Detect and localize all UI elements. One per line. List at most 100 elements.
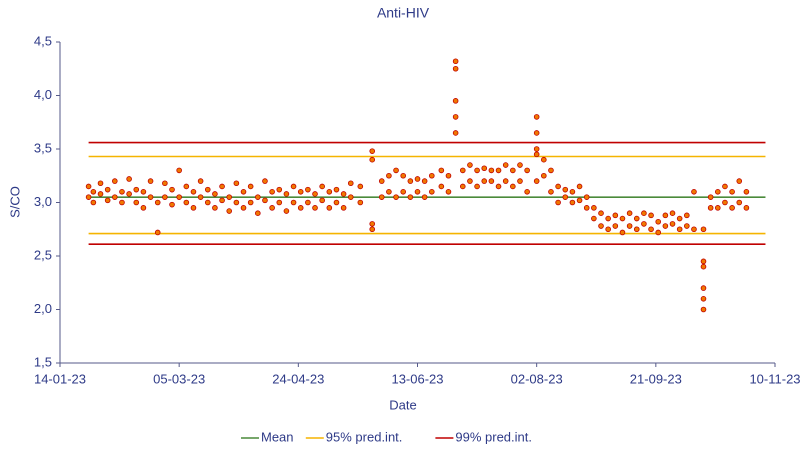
data-point xyxy=(481,165,488,172)
data-point xyxy=(400,172,407,179)
data-point xyxy=(598,210,604,217)
x-tick-label: 02-08-23 xyxy=(511,371,563,386)
data-point xyxy=(276,199,283,206)
data-point xyxy=(700,306,707,313)
data-point xyxy=(169,201,175,208)
data-point xyxy=(269,189,275,195)
data-point xyxy=(400,189,407,195)
data-point xyxy=(548,167,554,174)
data-point xyxy=(204,199,211,206)
data-point xyxy=(722,199,728,206)
data-point xyxy=(676,215,683,222)
data-point xyxy=(333,186,340,193)
data-point xyxy=(133,186,140,193)
data-point xyxy=(445,189,452,195)
data-point xyxy=(421,194,428,200)
data-point xyxy=(510,183,516,190)
data-point xyxy=(481,178,488,184)
data-point xyxy=(743,189,750,195)
data-point xyxy=(247,199,254,206)
data-point xyxy=(541,172,547,179)
legend-label: 95% pred.int. xyxy=(326,429,403,444)
data-point xyxy=(319,197,325,204)
data-point xyxy=(283,208,290,214)
data-point xyxy=(119,189,125,195)
data-point xyxy=(169,186,175,193)
data-point xyxy=(736,199,743,206)
data-point xyxy=(190,205,197,211)
data-point xyxy=(112,194,118,200)
data-point xyxy=(140,189,147,195)
data-point xyxy=(326,205,333,211)
y-tick-label: 4,5 xyxy=(34,33,52,48)
data-point xyxy=(495,183,502,190)
data-point xyxy=(452,98,459,104)
data-point xyxy=(85,194,92,200)
data-point xyxy=(495,167,502,174)
data-point xyxy=(452,114,459,120)
data-point xyxy=(459,183,466,190)
data-point xyxy=(147,194,154,200)
data-point xyxy=(648,226,654,233)
data-point xyxy=(269,205,275,211)
data-point xyxy=(126,191,132,197)
data-point xyxy=(326,189,333,195)
data-point xyxy=(729,205,735,211)
data-point xyxy=(183,183,190,190)
data-point xyxy=(369,148,376,154)
data-point xyxy=(452,130,459,136)
data-point xyxy=(290,199,297,206)
data-point xyxy=(414,189,421,195)
data-point xyxy=(583,205,590,211)
data-point xyxy=(333,199,340,206)
data-point xyxy=(97,191,104,197)
data-point xyxy=(517,178,523,184)
data-point xyxy=(676,226,683,233)
data-point xyxy=(612,212,619,219)
data-point xyxy=(714,205,721,211)
data-point xyxy=(648,212,654,219)
data-point xyxy=(90,199,97,206)
data-point xyxy=(197,194,204,200)
data-point xyxy=(369,221,376,227)
data-point xyxy=(347,180,354,187)
data-point xyxy=(655,229,662,236)
legend-label: 99% pred.int. xyxy=(455,429,532,444)
data-point xyxy=(502,162,509,168)
data-point xyxy=(276,186,283,193)
data-point xyxy=(240,205,247,211)
data-point xyxy=(722,183,728,190)
data-point xyxy=(154,229,161,236)
data-point xyxy=(407,178,414,184)
data-point xyxy=(162,194,168,200)
data-point xyxy=(247,183,254,190)
data-point xyxy=(533,178,540,184)
data-point xyxy=(219,183,225,190)
data-point xyxy=(319,183,325,190)
data-point xyxy=(583,194,590,200)
data-point xyxy=(562,194,569,200)
data-point xyxy=(176,194,182,200)
data-point xyxy=(700,285,707,291)
data-point xyxy=(691,189,697,195)
data-point xyxy=(421,178,428,184)
data-point xyxy=(533,114,540,120)
data-point xyxy=(555,199,561,206)
data-point xyxy=(357,199,364,206)
data-point xyxy=(452,58,459,65)
data-point xyxy=(240,189,247,195)
data-point xyxy=(262,178,268,184)
legend-label: Mean xyxy=(261,429,294,444)
data-point xyxy=(533,130,540,136)
data-point xyxy=(219,197,225,204)
data-point xyxy=(357,183,364,190)
x-tick-label: 21-09-23 xyxy=(630,371,682,386)
data-point xyxy=(340,191,347,197)
data-point xyxy=(641,210,647,217)
data-point xyxy=(569,199,576,206)
data-point xyxy=(707,194,714,200)
data-point xyxy=(641,221,647,227)
data-point xyxy=(378,178,385,184)
chart-title: Anti-HIV xyxy=(377,5,430,21)
